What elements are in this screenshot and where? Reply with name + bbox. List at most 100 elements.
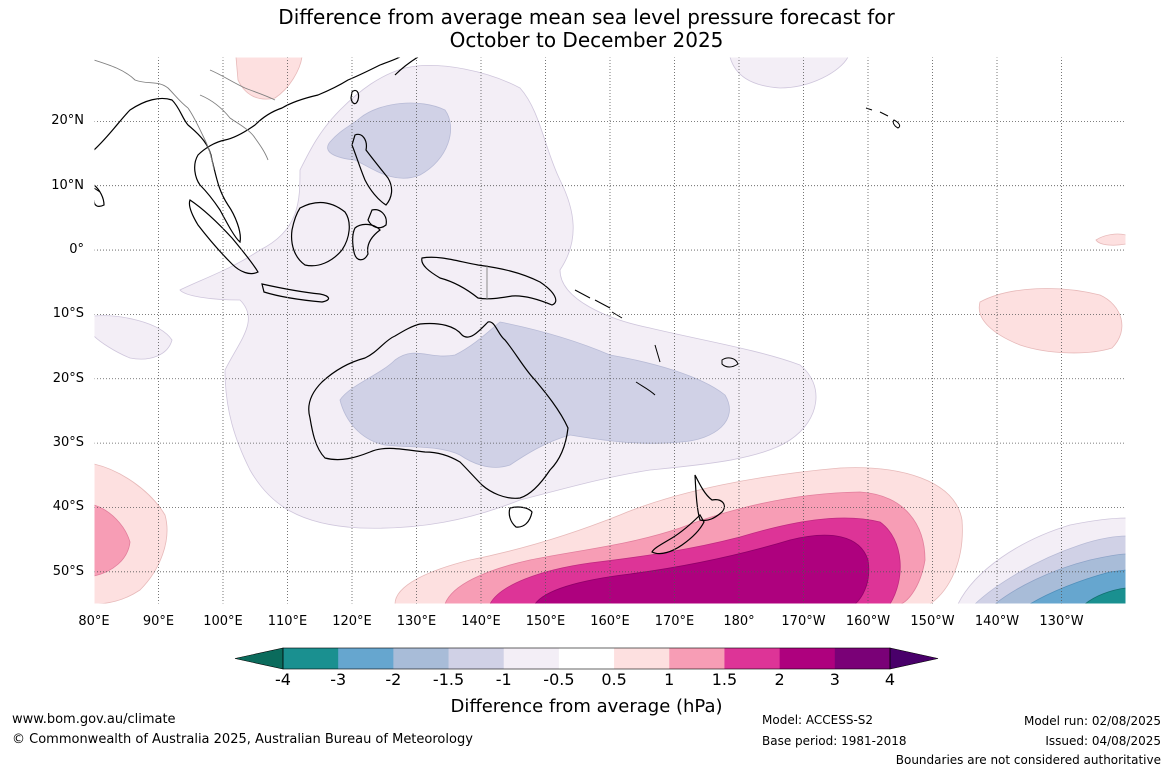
border-myanmar-thailand xyxy=(187,107,215,171)
india-coast xyxy=(94,184,105,207)
lat-tick-label: 20°S xyxy=(52,370,84,386)
footer-copyright: © Commonwealth of Australia 2025, Austra… xyxy=(12,732,473,747)
lon-tick-label: 120°E xyxy=(332,614,372,629)
japan-outline xyxy=(394,57,419,76)
philippines-outline xyxy=(351,133,393,206)
new-zealand-north-island xyxy=(694,474,725,522)
lon-tick-label: 170°W xyxy=(781,614,826,629)
new-zealand-south-island xyxy=(651,514,705,555)
colorbar-label: Difference from average (hPa) xyxy=(450,696,723,717)
border-thailand-laos xyxy=(199,94,269,161)
colorbar-tick-label: -4 xyxy=(275,670,291,689)
lat-tick-label: 50°S xyxy=(52,563,84,579)
colorbar-tick-label: 4 xyxy=(884,670,896,689)
anomaly-region-pos05-east xyxy=(1095,233,1126,246)
colorbar-segment xyxy=(283,648,339,669)
colorbar-tick-label: 1.5 xyxy=(711,670,738,689)
colorbar xyxy=(234,647,939,670)
java-outline xyxy=(261,283,330,303)
footer-url[interactable]: www.bom.gov.au/climate xyxy=(12,712,176,727)
colorbar-segment xyxy=(393,648,450,669)
footer-issued: Issued: 04/08/2025 xyxy=(1045,734,1161,748)
sumatra-outline xyxy=(188,199,259,275)
colorbar-tick-label: 3 xyxy=(829,670,840,689)
lat-tick-label: 10°N xyxy=(51,177,84,193)
colorbar-segment xyxy=(724,648,781,669)
anomaly-region-neg1-australia xyxy=(339,321,730,468)
colorbar-extend-low xyxy=(234,647,284,670)
mindanao-outline xyxy=(367,209,387,229)
colorbar-segment xyxy=(614,648,670,669)
anomaly-region-neg1-philippines xyxy=(327,102,452,179)
lon-tick-label: 160°E xyxy=(590,614,630,629)
colorbar-extend-high xyxy=(889,647,939,670)
colorbar-segment xyxy=(503,648,560,669)
colorbar-tick-label: -3 xyxy=(330,670,347,689)
lon-tick-label: 180° xyxy=(723,614,755,629)
colorbar-tick-label: 1 xyxy=(664,670,675,689)
lon-tick-label: 170°E xyxy=(654,614,695,629)
colorbar-tick-label: 2 xyxy=(774,670,785,689)
country-borders xyxy=(94,59,488,300)
colorbar-segment xyxy=(448,648,505,669)
anomaly-region-pos1-west xyxy=(94,504,131,577)
lon-tick-label: 140°W xyxy=(974,614,1020,629)
colorbar-segment xyxy=(558,648,615,669)
borneo-outline xyxy=(290,201,350,267)
footer-disclaimer: Boundaries are not considered authoritat… xyxy=(895,753,1161,767)
taiwan-outline xyxy=(350,89,360,105)
lon-tick-label: 150°E xyxy=(525,614,566,629)
anomaly-region-pos05-north xyxy=(235,57,303,100)
footer-base-period: Base period: 1981-2018 xyxy=(762,734,907,748)
map-title-line1: Difference from average mean sea level p… xyxy=(278,5,895,29)
lon-tick-label: 130°W xyxy=(1039,614,1084,629)
lon-tick-label: 90°E xyxy=(142,614,175,629)
anomaly-region-neg05-west xyxy=(94,315,173,360)
hawaii xyxy=(865,107,901,129)
lon-tick-label: 160°W xyxy=(845,614,891,629)
gridlines xyxy=(94,57,1126,604)
asia-mainland-coast xyxy=(94,57,401,244)
border-india-myanmar xyxy=(94,59,189,109)
colorbar-tick-label: 0.5 xyxy=(601,670,627,689)
colorbar-tick-label: -2 xyxy=(385,670,402,689)
anomaly-region-neg05-north xyxy=(729,57,849,89)
lon-tick-label: 130°E xyxy=(396,614,437,629)
lat-tick-label: 20°N xyxy=(51,113,84,129)
lon-tick-label: 140°E xyxy=(461,614,501,629)
map-frame xyxy=(93,56,1127,605)
lon-tick-label: 110°E xyxy=(267,614,308,629)
lon-tick-label: 80°E xyxy=(78,614,110,629)
lat-tick-label: 10°S xyxy=(52,306,84,322)
map-title-line2: October to December 2025 xyxy=(449,28,724,52)
lon-tick-label: 100°E xyxy=(203,614,243,629)
footer-model-run: Model run: 02/08/2025 xyxy=(1023,714,1161,728)
colorbar-tick-label: -1 xyxy=(495,670,512,689)
colorbar-segment xyxy=(779,648,836,669)
lon-tick-label: 150°W xyxy=(910,614,955,629)
sri-lanka xyxy=(94,187,101,193)
colorbar-tick-label: -0.5 xyxy=(543,670,575,689)
footer-model: Model: ACCESS-S2 xyxy=(762,713,874,727)
border-china-vietnam xyxy=(209,69,276,101)
vanuatu xyxy=(654,344,661,363)
colorbar-frame xyxy=(282,647,891,670)
solomon-islands xyxy=(574,289,623,319)
anomaly-region-pos2-south xyxy=(534,534,870,604)
pacific-islands xyxy=(94,107,901,396)
anomaly-region-neg3-se xyxy=(1084,587,1126,604)
coastlines xyxy=(94,57,725,555)
new-guinea-outline xyxy=(421,256,557,306)
lat-tick-label: 30°S xyxy=(52,435,84,451)
colorbar-segment xyxy=(834,648,891,669)
lat-tick-label: 0° xyxy=(69,242,84,258)
colorbar-segment xyxy=(338,648,394,669)
lat-tick-label: 40°S xyxy=(52,499,84,515)
anomaly-fills xyxy=(94,57,1126,604)
new-caledonia xyxy=(635,381,656,396)
colorbar-tick-label: -1.5 xyxy=(432,670,465,689)
fiji xyxy=(721,357,739,368)
tasmania-outline xyxy=(508,506,533,528)
colorbar-segment xyxy=(669,648,725,669)
